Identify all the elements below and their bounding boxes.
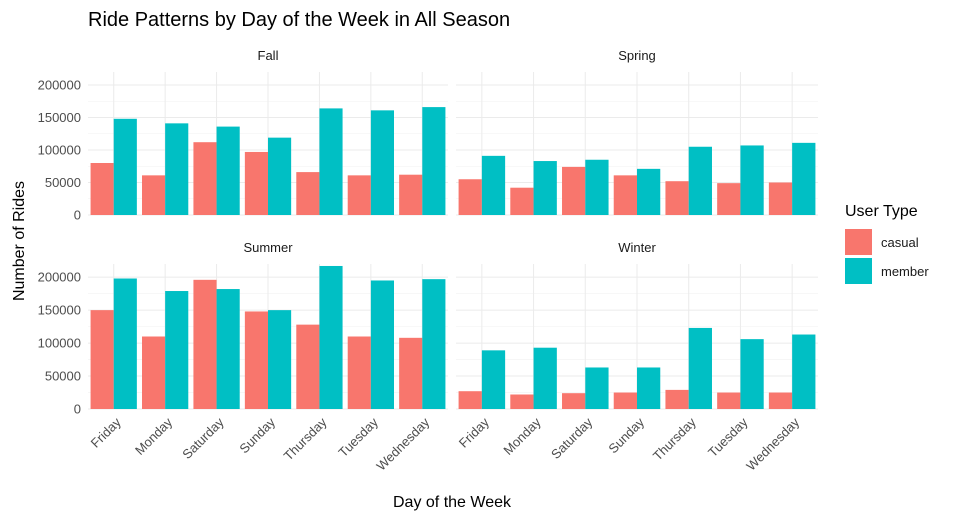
bar-member-sunday [637,168,661,215]
x-tick-label: Friday [88,414,124,450]
bar-casual-friday [458,391,482,409]
chart-title: Ride Patterns by Day of the Week in All … [88,9,510,31]
bar-member-friday [113,278,137,409]
bar-casual-saturday [562,166,586,215]
bar-member-saturday [585,159,609,215]
facet-label: Summer [243,240,293,255]
facet-winter: Winter Friday Monday Saturday Sunday Thursday… [456,240,818,474]
x-tick-label: Monday [500,414,544,458]
y-tick-label: 200000 [38,78,81,93]
bar-member-saturday [216,289,240,409]
y-tick-label: 150000 [38,303,81,318]
x-tick-label: Monday [132,414,176,458]
x-tick-label: Tuesday [705,414,751,460]
bar-casual-saturday [562,393,586,409]
legend: User Type casual member [845,203,929,284]
bar-member-thursday [688,146,712,215]
y-axis-title: Number of Rides [11,181,28,301]
x-tick-label: Tuesday [335,414,381,460]
bar-casual-thursday [296,324,320,409]
bar-casual-friday [90,163,114,215]
facet-label: Spring [618,48,656,63]
facet-spring: Spring [456,48,818,216]
bar-casual-wednesday [399,174,423,215]
bar-member-wednesday [792,142,816,215]
bar-member-sunday [268,310,292,409]
y-tick-label: 0 [74,208,81,223]
bar-member-monday [533,347,557,409]
bar-casual-tuesday [717,392,741,409]
bar-member-sunday [637,367,661,409]
bar-member-tuesday [370,280,394,409]
bar-member-tuesday [370,110,394,215]
bar-member-tuesday [740,339,764,409]
legend-title: User Type [845,203,918,220]
bar-casual-thursday [665,181,689,215]
y-tick-label: 200000 [38,270,81,285]
bar-casual-wednesday [768,182,793,215]
bar-member-wednesday [792,334,816,409]
facet-summer: Summer 0 50000 100000 150000 200000 Friday Mond… [38,240,448,474]
bar-member-monday [165,123,189,215]
bar-member-saturday [216,126,240,215]
bar-casual-tuesday [347,336,371,409]
bar-member-friday [113,118,137,215]
x-tick-label: Wednesday [743,414,802,473]
x-tick-label: Wednesday [373,414,432,473]
bar-casual-saturday [193,142,217,215]
y-tick-label: 100000 [38,143,81,158]
facet-panels: Fall 0 50000 100000 150000 200000 Spring Summer… [38,48,818,474]
bar-casual-thursday [665,389,689,409]
facet-fall: Fall 0 50000 100000 150000 200000 [38,48,448,223]
x-tick-label: Saturday [179,414,227,462]
x-tick-label: Sunday [605,414,647,456]
bar-member-tuesday [740,145,764,215]
x-tick-label: Sunday [236,414,278,456]
bar-casual-sunday [613,392,637,409]
legend-key-member [845,258,872,284]
y-tick-label: 50000 [45,175,81,190]
legend-label-casual: casual [881,235,919,250]
x-tick-label: Friday [456,414,492,450]
bar-member-saturday [585,367,609,409]
bar-member-monday [533,161,557,215]
facet-label: Winter [618,240,656,255]
bar-casual-monday [142,336,166,409]
y-tick-label: 50000 [45,369,81,384]
bar-casual-friday [90,310,114,409]
bar-casual-friday [458,179,482,215]
facet-label: Fall [258,48,279,63]
bar-member-friday [481,155,506,215]
bar-casual-wednesday [768,392,793,409]
bar-member-thursday [688,327,712,409]
bar-casual-thursday [296,172,320,215]
bar-casual-wednesday [399,337,423,409]
x-tick-label: Saturday [548,414,596,462]
y-tick-label: 100000 [38,336,81,351]
bar-casual-monday [510,394,534,409]
y-tick-label: 0 [74,402,81,417]
bar-member-monday [165,291,189,409]
y-tick-label: 150000 [38,110,81,125]
bar-casual-monday [142,175,166,215]
legend-label-member: member [881,264,929,279]
bar-casual-sunday [244,151,268,215]
x-tick-label: Thursday [281,414,330,463]
bar-member-thursday [319,265,343,409]
x-tick-label: Thursday [650,414,699,463]
bar-member-wednesday [422,107,446,215]
bar-casual-sunday [613,175,637,215]
bar-casual-tuesday [717,183,741,215]
bar-member-friday [481,350,506,409]
legend-key-casual [845,229,872,255]
bar-member-thursday [319,108,343,215]
x-axis-title: Day of the Week [393,494,512,511]
bar-member-sunday [268,137,292,215]
bar-casual-saturday [193,279,217,409]
bar-casual-sunday [244,311,268,409]
bar-member-wednesday [422,279,446,409]
bar-casual-tuesday [347,175,371,215]
bar-casual-monday [510,187,534,215]
